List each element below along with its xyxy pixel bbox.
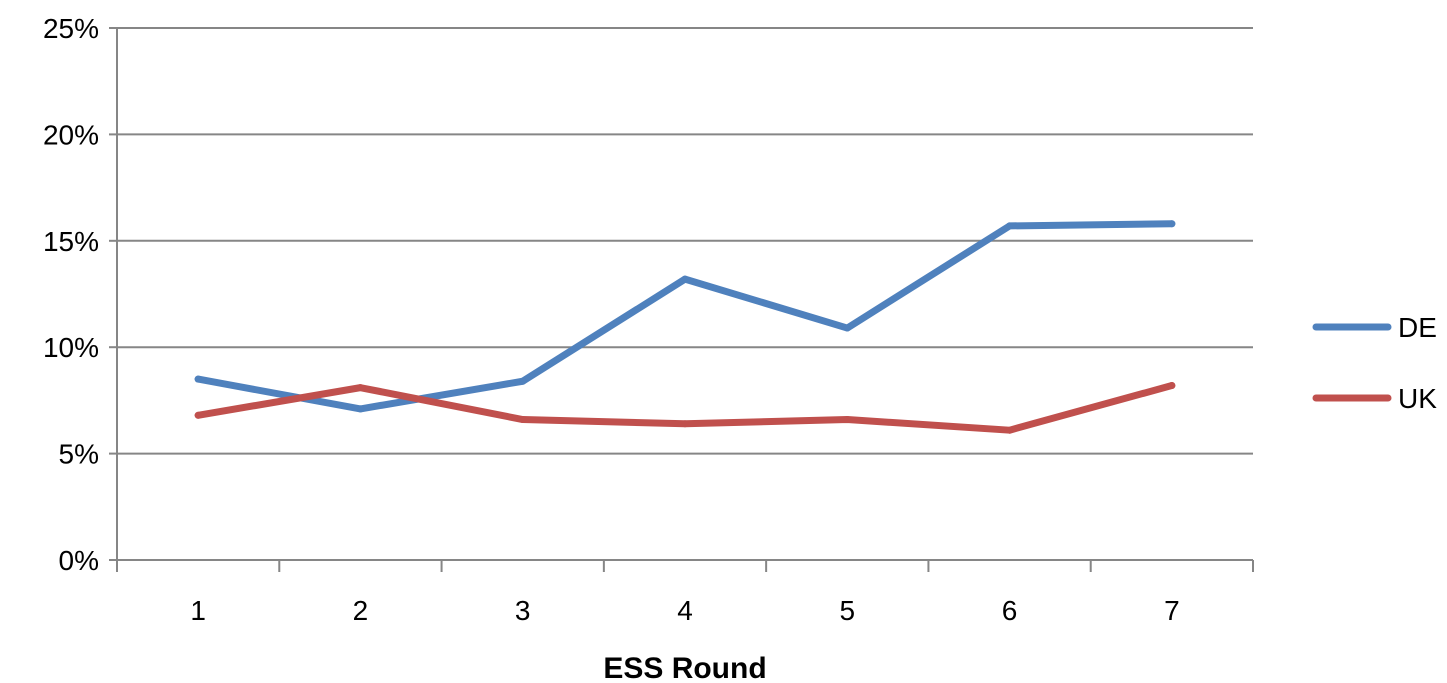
data-point-de [682,276,689,283]
x-tick-label: 3 [515,595,531,626]
y-tick-label: 15% [43,226,99,257]
legend-label: UK [1398,383,1437,414]
data-point-uk [1168,382,1175,389]
data-point-de [1006,222,1013,229]
legend-label: DE [1398,312,1437,343]
data-point-de [519,378,526,385]
data-series [195,220,1176,433]
y-tick-label: 10% [43,332,99,363]
axes [109,28,1253,572]
x-tick-label: 6 [1002,595,1018,626]
y-tick-label: 5% [59,439,99,470]
data-point-de [1168,220,1175,227]
data-point-uk [195,412,202,419]
y-tick-label: 25% [43,13,99,44]
y-tick-labels: 0% 5% 10% 15% 20% 25% [43,13,99,576]
legend: DE UK [1316,312,1437,414]
x-axis-title: ESS Round [603,652,766,683]
series-line-de [198,224,1172,409]
data-point-de [357,405,364,412]
x-tick-label: 2 [353,595,369,626]
x-tick-label: 1 [190,595,206,626]
y-tick-label: 20% [43,119,99,150]
x-tick-label: 4 [677,595,693,626]
legend-item-de: DE [1316,312,1437,343]
x-tick-label: 5 [839,595,855,626]
x-tick-labels: 1 2 3 4 5 6 7 [190,595,1179,626]
data-point-uk [682,420,689,427]
data-point-de [195,376,202,383]
data-point-uk [519,416,526,423]
legend-item-uk: UK [1316,383,1437,414]
data-point-uk [357,384,364,391]
data-point-de [844,325,851,332]
x-tick-label: 7 [1164,595,1180,626]
data-point-uk [844,416,851,423]
data-point-uk [1006,427,1013,434]
gridlines [117,28,1253,454]
y-tick-label: 0% [59,545,99,576]
